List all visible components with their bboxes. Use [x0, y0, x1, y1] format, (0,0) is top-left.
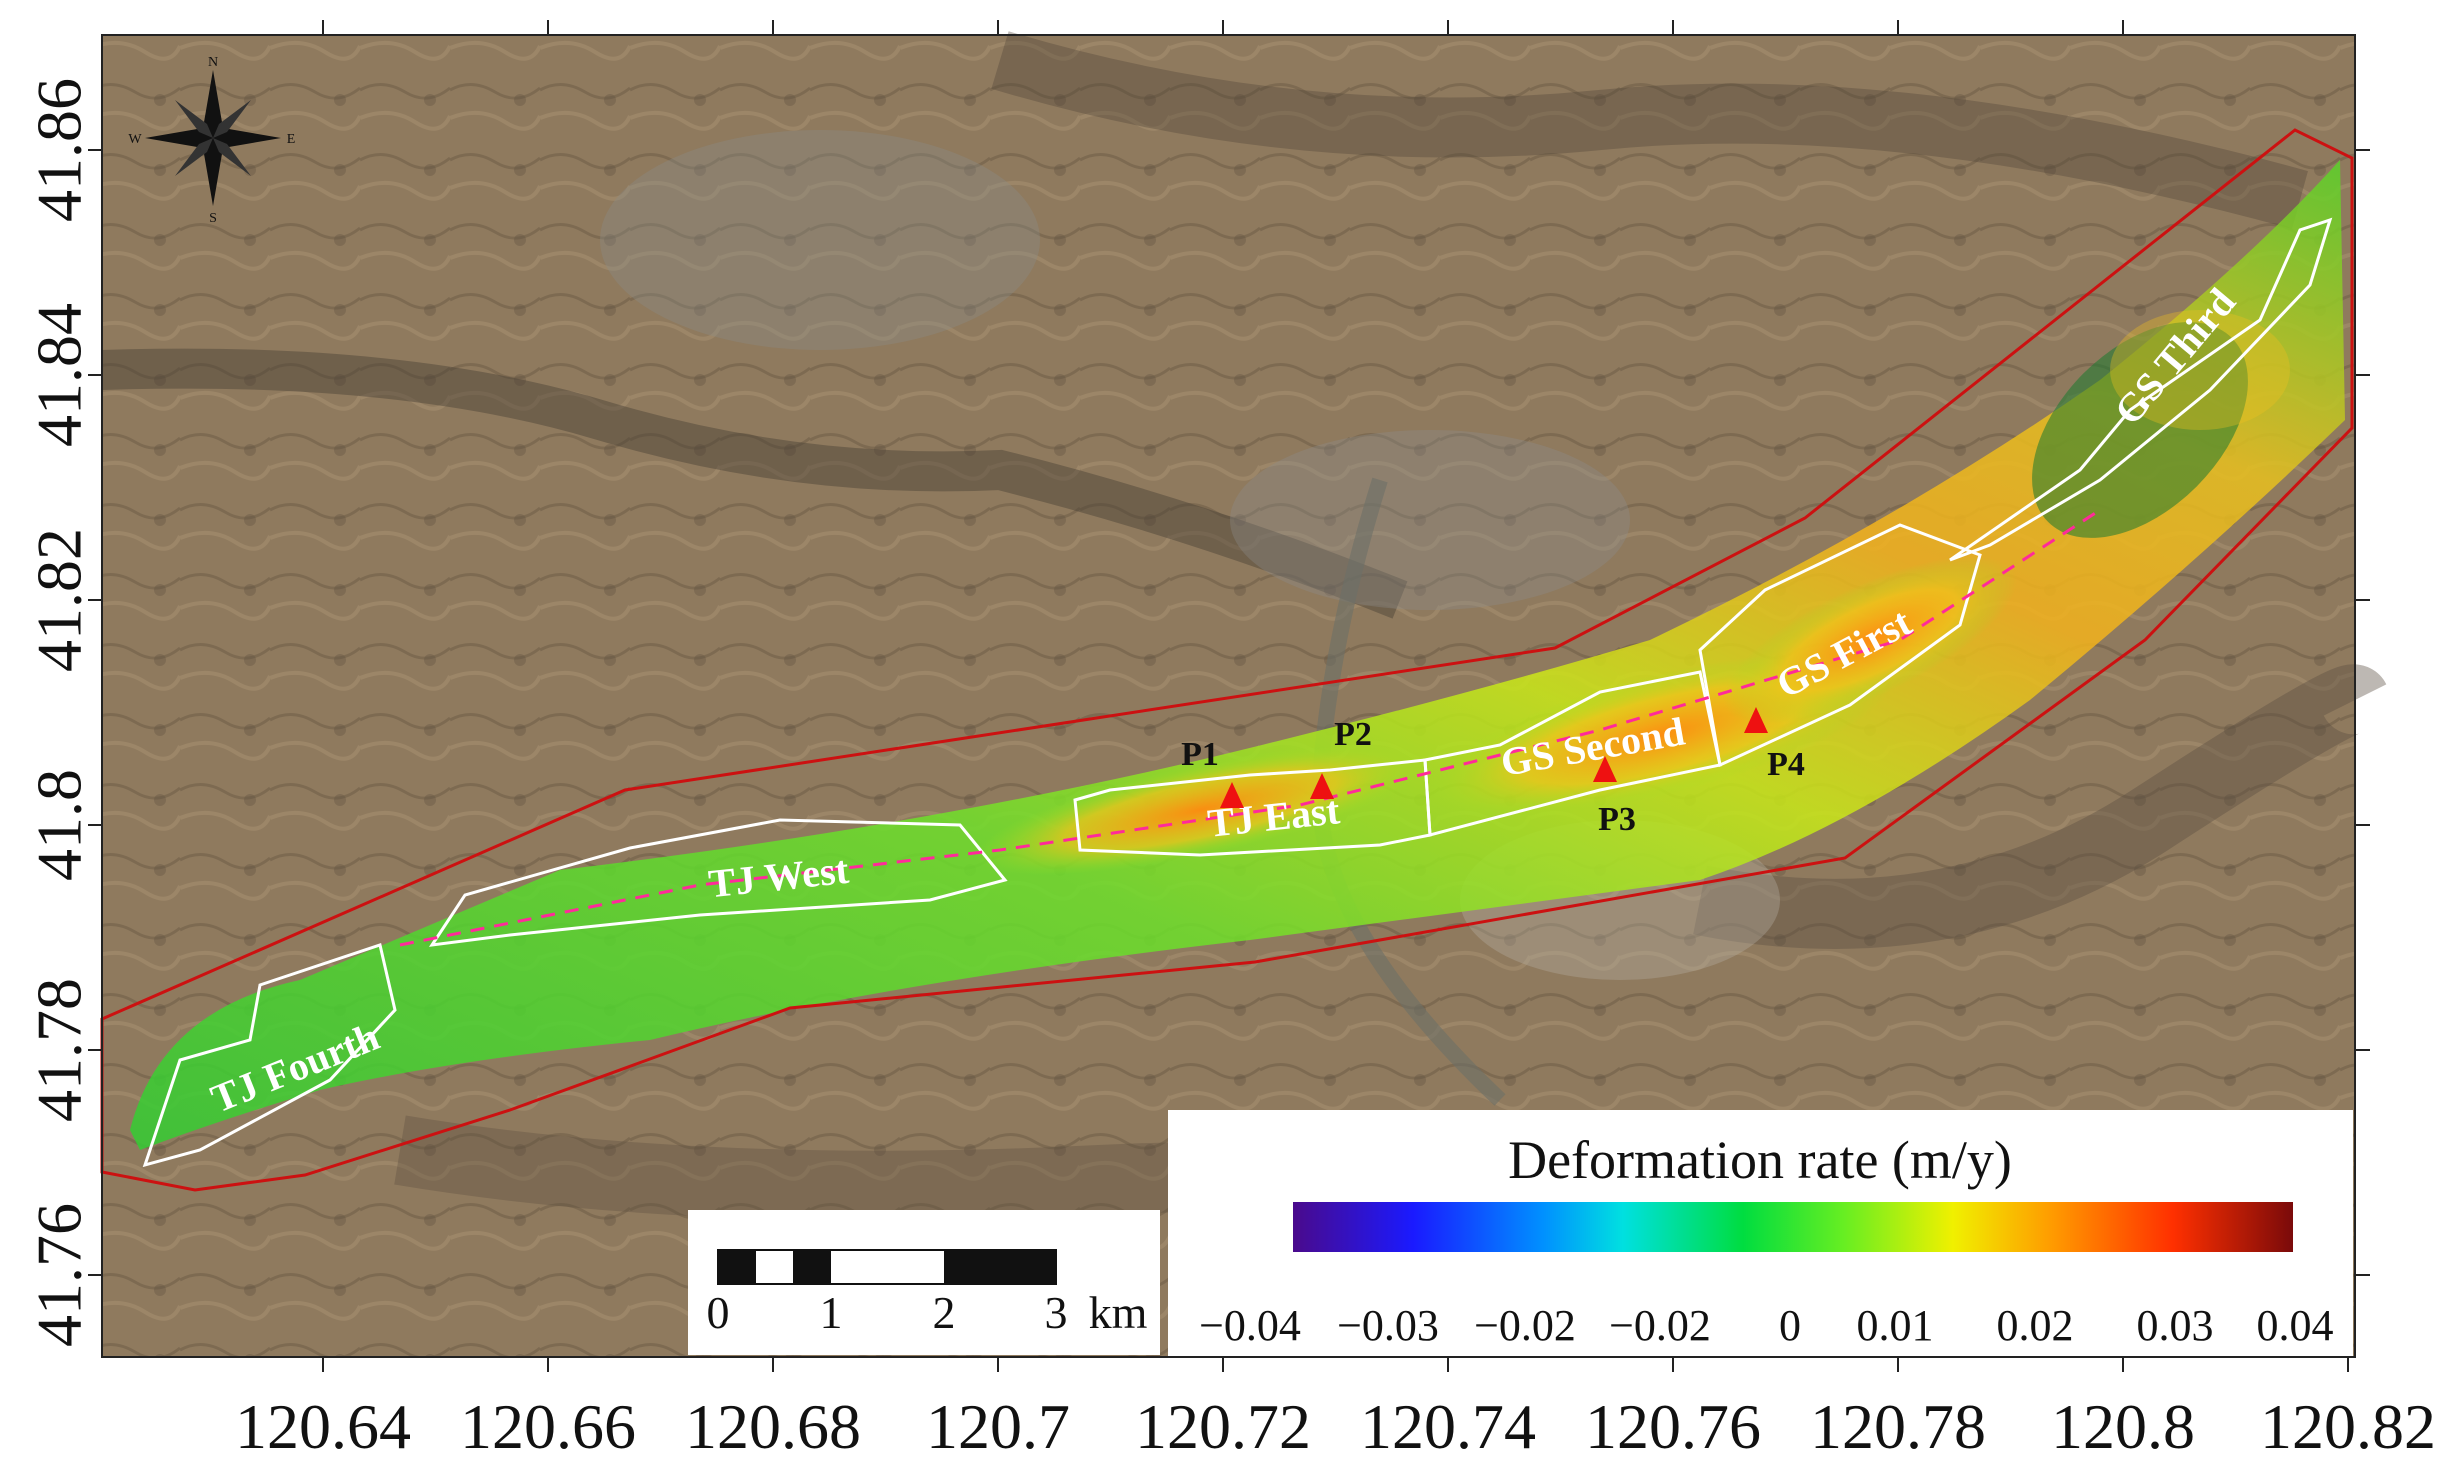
- y-tick-label: 41.78: [24, 978, 95, 1122]
- point-label-p4: P4: [1767, 746, 1805, 783]
- legend-colorbar: [1293, 1202, 2293, 1252]
- compass-n: N: [208, 55, 218, 70]
- x-tick-label: 120.8: [2051, 1391, 2195, 1462]
- compass-diag-icon: [213, 100, 251, 138]
- axis-ticks: [88, 20, 2370, 1372]
- y-tick-label: 41.8: [24, 769, 95, 881]
- scale-tick-3: 3: [1045, 1287, 1068, 1338]
- compass-diag4-icon: [175, 100, 213, 138]
- compass-diag2-icon: [175, 138, 213, 176]
- zone-outline-tj-west: [428, 818, 1008, 947]
- x-tick-label: 120.66: [460, 1391, 636, 1462]
- y-tick-label: 41.82: [24, 528, 95, 672]
- compass-needle-west-icon: [145, 128, 213, 148]
- deformation-coverage: [130, 160, 2345, 1150]
- legend-tick-8: 0.03: [2137, 1301, 2214, 1350]
- legend: Deformation rate (m/y) −0.04 −0.03 −0.02…: [1168, 1110, 2353, 1356]
- zone-outline-gs-first: [1698, 523, 1982, 768]
- compass-rose: N S E W: [128, 55, 295, 226]
- point-marker-p1: [1220, 782, 1244, 808]
- scale-tick-2: 2: [933, 1287, 956, 1338]
- y-tick-label: 41.84: [24, 303, 95, 447]
- study-area-outline: [100, 128, 2354, 1192]
- compass-needle-icon: [203, 70, 223, 138]
- point-label-p2: P2: [1334, 716, 1372, 753]
- point-markers: [1220, 707, 1768, 808]
- scale-unit: km: [1089, 1287, 1148, 1338]
- compass-needle-south-icon: [203, 138, 223, 206]
- legend-title: Deformation rate (m/y): [1508, 1130, 2012, 1190]
- legend-tick-1: −0.04: [1199, 1301, 1301, 1350]
- x-tick-label: 120.64: [235, 1391, 411, 1462]
- compass-s: S: [209, 211, 217, 226]
- point-label-p3: P3: [1598, 801, 1636, 838]
- zone-outline-gs-second: [1423, 670, 1722, 837]
- legend-tick-7: 0.02: [1997, 1301, 2074, 1350]
- y-tick-label: 41.76: [24, 1203, 95, 1347]
- x-tick-label: 120.7: [926, 1391, 1070, 1462]
- compass-diag3-icon: [213, 138, 251, 176]
- compass-e: E: [287, 132, 296, 147]
- y-tick-label: 41.86: [24, 78, 95, 222]
- point-marker-p3: [1593, 756, 1617, 782]
- legend-tick-5: 0: [1779, 1301, 1801, 1350]
- scale-tick-0: 0: [707, 1287, 730, 1338]
- compass-w: W: [128, 132, 142, 147]
- point-label-p1: P1: [1181, 736, 1219, 773]
- zone-outline-gs-third: [1949, 217, 2333, 562]
- x-tick-label: 120.72: [1135, 1391, 1311, 1462]
- x-tick-label: 120.76: [1585, 1391, 1761, 1462]
- legend-tick-6: 0.01: [1857, 1301, 1934, 1350]
- x-tick-label: 120.82: [2260, 1391, 2436, 1462]
- map-frame: [101, 34, 2356, 1358]
- x-tick-label: 120.78: [1810, 1391, 1986, 1462]
- legend-tick-3: −0.02: [1474, 1301, 1576, 1350]
- point-marker-p2: [1310, 773, 1334, 799]
- scale-tick-1: 1: [820, 1287, 843, 1338]
- legend-tick-9: 0.04: [2257, 1301, 2334, 1350]
- compass-needle-east-icon: [213, 128, 281, 148]
- point-marker-p4: [1744, 707, 1768, 733]
- legend-tick-4: −0.02: [1609, 1301, 1711, 1350]
- x-tick-label: 120.68: [685, 1391, 861, 1462]
- legend-tick-2: −0.03: [1337, 1301, 1439, 1350]
- zone-outlines: [142, 217, 2333, 1168]
- zone-outline-tj-fourth: [142, 943, 397, 1168]
- x-tick-label: 120.74: [1360, 1391, 1536, 1462]
- scale-bar: 0 1 2 3 km: [688, 1210, 1160, 1355]
